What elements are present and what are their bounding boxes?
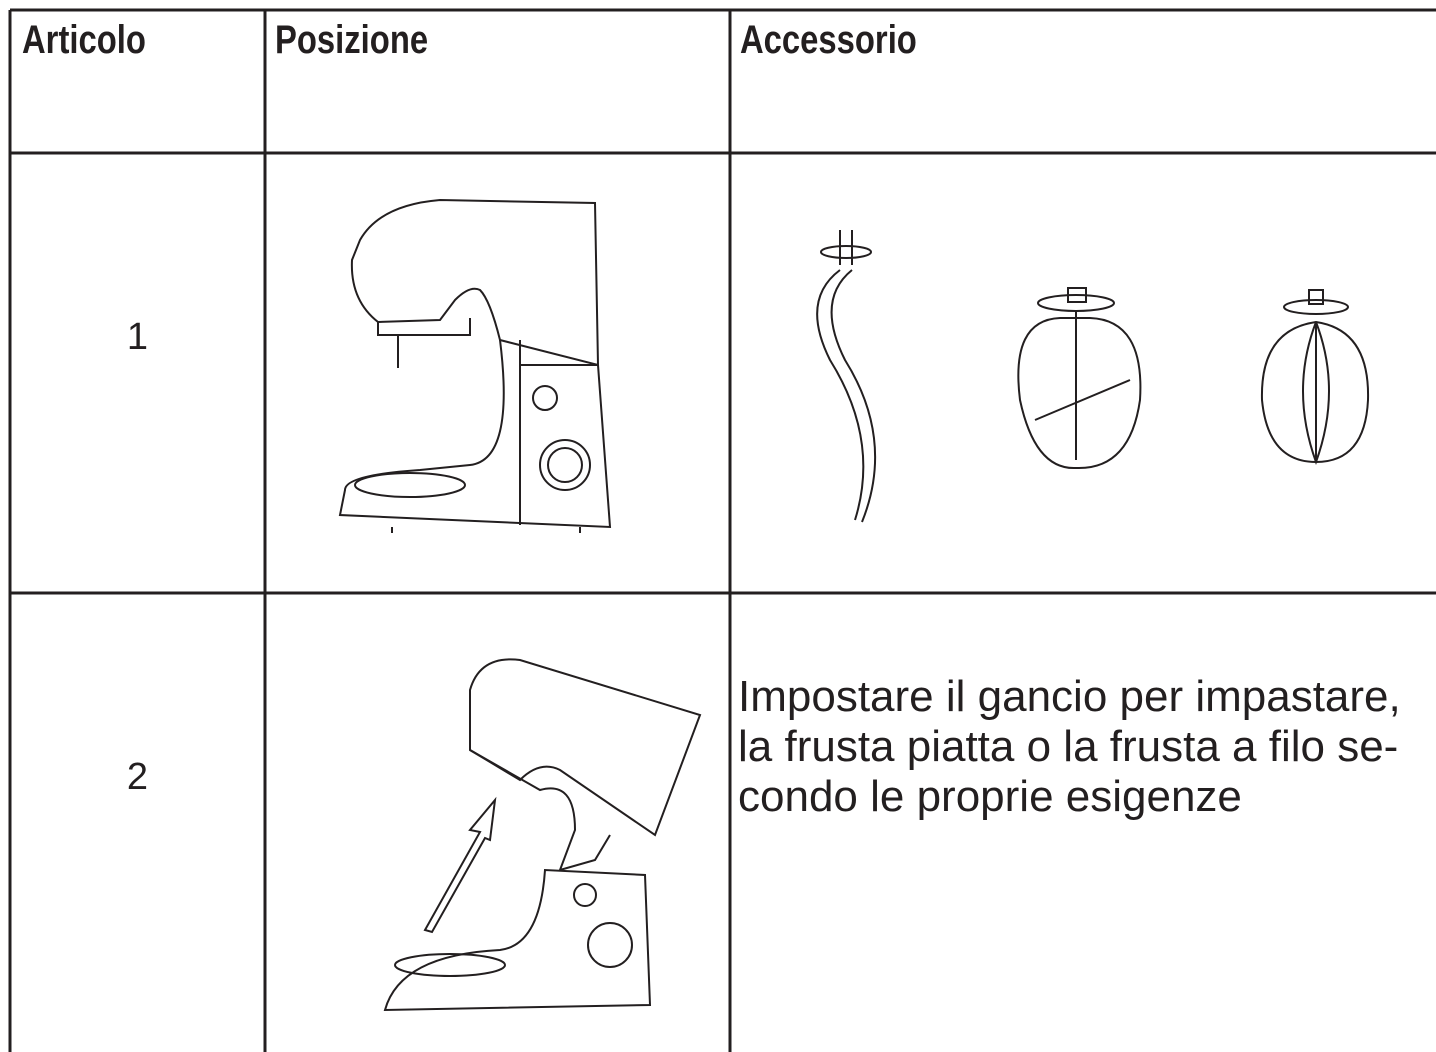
grid-lines xyxy=(8,8,1436,1052)
mixer-upright xyxy=(338,198,612,533)
mixer-tilted xyxy=(383,658,702,1012)
accessories xyxy=(816,230,1370,523)
item-number: 2 xyxy=(126,756,149,798)
description-line: condo le proprie esigenze xyxy=(738,772,1242,821)
header-cell: Posizione xyxy=(275,18,429,62)
header-cell: Accessorio xyxy=(740,18,917,62)
item-number: 1 xyxy=(126,316,149,358)
description: Impostare il gancio per impastare, la fr… xyxy=(738,672,1401,822)
header-cell: Articolo xyxy=(22,18,146,62)
description-line: la frusta piatta o la frusta a filo se- xyxy=(738,722,1399,771)
description-line: Impostare il gancio per impastare, xyxy=(738,672,1401,721)
